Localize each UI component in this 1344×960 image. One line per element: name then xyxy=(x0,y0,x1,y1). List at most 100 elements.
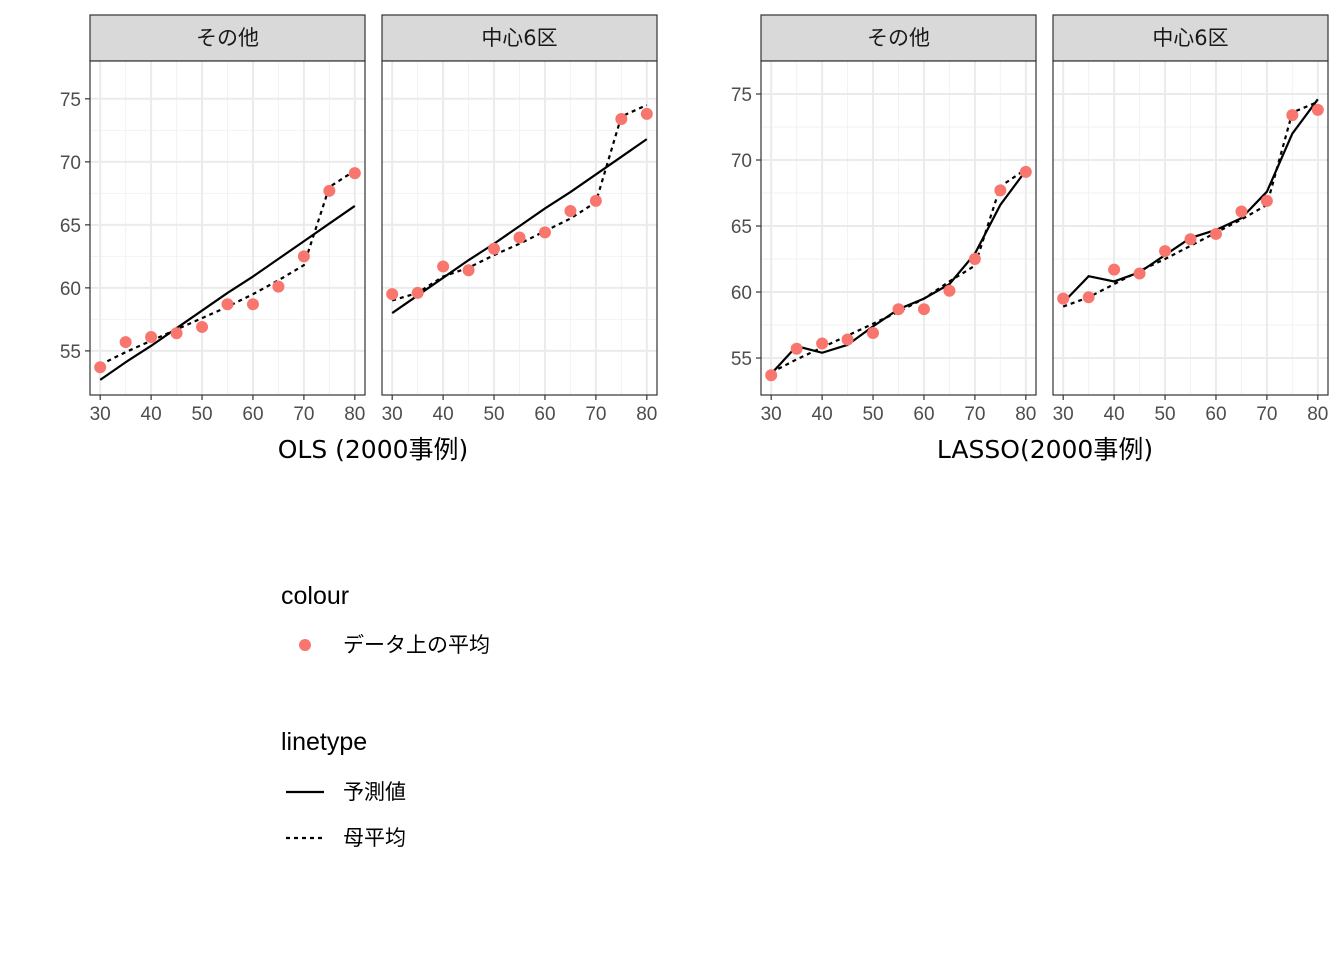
series-predicted-line xyxy=(99,205,356,381)
x-tick-label: 70 xyxy=(585,404,606,425)
data-point xyxy=(1209,227,1222,240)
x-tick-label: 70 xyxy=(1256,404,1277,425)
legend-linetype-title: linetype xyxy=(281,728,367,756)
data-point xyxy=(1184,233,1197,246)
data-point xyxy=(892,303,905,316)
y-tick-label: 75 xyxy=(60,90,81,111)
legend-linetype-solid-label: 予測値 xyxy=(343,780,406,804)
data-point xyxy=(1235,205,1248,218)
data-point xyxy=(513,231,526,244)
x-tick-label: 80 xyxy=(636,404,657,425)
x-tick-label: 50 xyxy=(862,404,883,425)
data-point xyxy=(765,369,778,382)
data-point xyxy=(564,204,577,217)
facet-strip xyxy=(89,14,366,62)
x-tick-label: 30 xyxy=(382,404,403,425)
data-point xyxy=(1108,263,1121,276)
data-point xyxy=(917,303,930,316)
x-tick-label: 30 xyxy=(761,404,782,425)
data-point xyxy=(221,298,234,311)
data-point xyxy=(411,286,424,299)
x-tick-label: 50 xyxy=(483,404,504,425)
facet-strip-label: その他 xyxy=(867,26,930,50)
y-tick-label: 70 xyxy=(731,151,752,172)
data-point xyxy=(1019,165,1032,178)
data-point xyxy=(94,361,107,374)
x-tick-label: 60 xyxy=(534,404,555,425)
data-point xyxy=(589,194,602,207)
data-point xyxy=(119,336,132,349)
x-tick-label: 40 xyxy=(433,404,454,425)
facet-strip xyxy=(381,14,658,62)
data-point xyxy=(640,107,653,120)
data-point xyxy=(437,260,450,273)
data-point xyxy=(994,184,1007,197)
data-point xyxy=(488,242,501,255)
data-point xyxy=(1260,194,1273,207)
data-point xyxy=(615,112,628,125)
facet-strip-label: 中心6区 xyxy=(1152,26,1228,50)
x-tick-label: 40 xyxy=(1104,404,1125,425)
y-tick-label: 55 xyxy=(731,349,752,370)
series-population-mean-line xyxy=(391,104,648,302)
facet-panel: その他 30 40 50 60 70 80 55 60 65 70 75 xyxy=(60,14,366,425)
x-tick-label: 60 xyxy=(242,404,263,425)
panel-border xyxy=(381,60,658,396)
x-tick-label: 40 xyxy=(812,404,833,425)
panel-border xyxy=(1052,60,1329,396)
data-point xyxy=(348,167,361,180)
x-tick-label: 70 xyxy=(293,404,314,425)
data-point xyxy=(246,298,259,311)
data-point xyxy=(790,342,803,355)
x-tick-label: 30 xyxy=(1053,404,1074,425)
facet-strip-label: その他 xyxy=(196,26,259,50)
panel-border xyxy=(760,60,1037,396)
plots-area: その他 30 40 50 60 70 80 55 60 65 70 75 中心6区 30 40 50 60 70 8… xyxy=(60,14,1329,464)
data-point xyxy=(943,284,956,297)
series-predicted-line xyxy=(391,138,648,314)
x-tick-label: 80 xyxy=(344,404,365,425)
data-point xyxy=(462,264,475,277)
x-axis-title: LASSO(2000事例) xyxy=(937,435,1153,464)
x-tick-label: 60 xyxy=(1205,404,1226,425)
data-point xyxy=(170,327,183,340)
legend-colour-label: データ上の平均 xyxy=(343,633,490,657)
x-tick-label: 40 xyxy=(141,404,162,425)
y-tick-label: 60 xyxy=(731,283,752,304)
data-point xyxy=(145,331,158,344)
panel-border xyxy=(89,60,366,396)
legend-colour-title: colour xyxy=(281,582,349,610)
y-tick-label: 60 xyxy=(60,279,81,300)
x-tick-label: 50 xyxy=(1154,404,1175,425)
facet-strip-label: 中心6区 xyxy=(481,26,557,50)
x-tick-label: 80 xyxy=(1015,404,1036,425)
y-tick-label: 55 xyxy=(60,342,81,363)
data-point xyxy=(538,226,551,239)
data-point xyxy=(1133,267,1146,280)
y-tick-label: 65 xyxy=(60,216,81,237)
facet-strip xyxy=(1052,14,1329,62)
data-point xyxy=(968,253,981,266)
x-tick-label: 60 xyxy=(913,404,934,425)
data-point xyxy=(1286,109,1299,122)
data-point xyxy=(386,288,399,301)
legend-colour-key xyxy=(299,639,311,651)
data-point xyxy=(1159,245,1172,258)
facet-panel: その他 30 40 50 60 70 80 55 60 65 70 75 xyxy=(731,14,1037,425)
data-point xyxy=(323,184,336,197)
facet-panel: 中心6区 30 40 50 60 70 80 xyxy=(381,14,658,425)
x-tick-label: 70 xyxy=(964,404,985,425)
data-point xyxy=(1311,103,1324,116)
legend-linetype-dotted-label: 母平均 xyxy=(343,826,406,850)
data-point xyxy=(816,337,829,350)
facet-panel: 中心6区 30 40 50 60 70 80 xyxy=(1052,14,1329,425)
y-tick-label: 70 xyxy=(60,153,81,174)
y-tick-label: 65 xyxy=(731,217,752,238)
data-point xyxy=(272,280,285,293)
data-point xyxy=(1057,292,1070,305)
x-tick-label: 30 xyxy=(90,404,111,425)
data-point xyxy=(867,326,880,339)
data-point xyxy=(1082,291,1095,304)
x-axis-title: OLS (2000事例) xyxy=(278,435,469,464)
